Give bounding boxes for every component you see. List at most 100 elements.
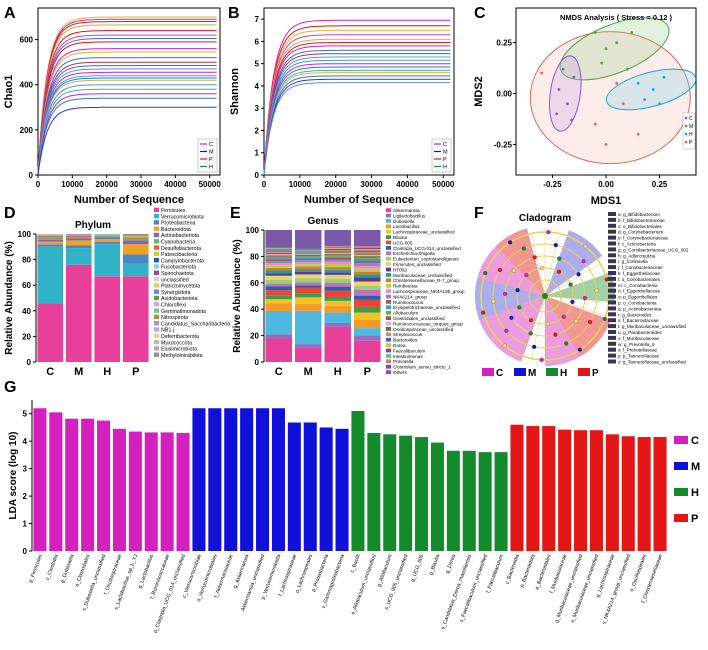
clade-node xyxy=(568,282,573,287)
legend-swatch xyxy=(608,253,616,258)
data-point-h xyxy=(636,81,640,85)
legend-label: Bacteroides xyxy=(393,338,418,343)
lda-bar-m xyxy=(271,408,285,551)
x-tick-label: 30000 xyxy=(360,180,383,189)
chart-title: NMDS Analysis ( Stress = 0.12 ) xyxy=(560,13,673,22)
legend-label: a: g_Bifidobacterium xyxy=(618,212,660,217)
rarefaction-curve xyxy=(37,106,217,176)
x-tick-label: -0.25 xyxy=(543,180,562,189)
bar-segment xyxy=(294,249,322,251)
clade-branch xyxy=(544,295,583,348)
rarefaction-curve xyxy=(263,75,451,176)
panel-letter-d: D xyxy=(4,205,16,222)
bar-segment xyxy=(294,264,322,267)
bar-segment xyxy=(324,278,352,283)
data-point-c xyxy=(557,88,561,91)
y-tick-label: -0.25 xyxy=(494,140,513,149)
bar-segment xyxy=(353,295,381,300)
bar-segment xyxy=(294,230,322,249)
bar-segment xyxy=(265,279,293,284)
clade-node xyxy=(532,344,537,350)
legend-label: Ruminococcus xyxy=(393,300,424,305)
bar-segment xyxy=(265,251,293,253)
clade-branch xyxy=(544,295,606,316)
lda-bar-h xyxy=(494,452,508,551)
x-tick-label: 40000 xyxy=(164,180,187,189)
bar-segment xyxy=(265,248,293,249)
bar-segment xyxy=(294,287,322,294)
data-point-p xyxy=(621,102,625,106)
rarefaction-curve xyxy=(263,19,451,176)
lda-bar-c xyxy=(65,418,79,551)
bar-segment xyxy=(265,248,293,250)
legend-swatch xyxy=(154,320,159,326)
y-tick-label: 40 xyxy=(22,307,31,316)
lda-bar-m xyxy=(287,422,301,551)
ellipse-m xyxy=(559,17,670,81)
data-point-m xyxy=(600,61,604,65)
bar-segment xyxy=(37,237,64,239)
bar-segment xyxy=(353,281,381,286)
bar-segment xyxy=(65,235,92,238)
data-point-m xyxy=(626,67,629,71)
group-swatch xyxy=(514,368,526,376)
bar-segment xyxy=(265,334,293,339)
legend-label: C xyxy=(691,435,699,447)
group-label: P xyxy=(592,368,599,379)
bar-segment xyxy=(294,310,322,345)
bar-segment xyxy=(265,275,293,280)
x-tick-label: 50000 xyxy=(432,180,455,189)
data-point-m xyxy=(630,31,634,34)
bar-segment xyxy=(353,245,381,247)
bar-segment xyxy=(122,276,149,362)
y-tick-label: 0 xyxy=(255,358,260,367)
bar-segment xyxy=(294,260,322,263)
lda-bar-h xyxy=(383,434,397,551)
legend-swatch xyxy=(386,229,391,234)
legend-label: Firmicutes_unclassified xyxy=(393,262,441,267)
clade-branch xyxy=(489,295,546,329)
legend-label: HT002 xyxy=(393,267,407,272)
clade-branch xyxy=(518,295,546,355)
bar-segment xyxy=(37,246,64,304)
rarefaction-curve xyxy=(263,53,451,176)
rarefaction-curve xyxy=(37,77,217,176)
legend-swatch xyxy=(674,514,688,522)
lda-bar-c xyxy=(112,428,126,551)
x-tick-label: 0.25 xyxy=(652,180,668,189)
legend-swatch xyxy=(154,339,159,345)
y-tick-label: 1 xyxy=(255,149,260,158)
legend-swatch xyxy=(154,346,159,351)
bar-segment xyxy=(353,335,381,341)
bar-segment xyxy=(353,258,381,262)
bar-segment xyxy=(37,244,64,247)
legend-label: C xyxy=(443,142,447,148)
x-tick-label: 40000 xyxy=(396,180,419,189)
bar-segment xyxy=(265,249,293,251)
data-point-p xyxy=(615,81,619,85)
lda-bar-h xyxy=(446,450,460,551)
y-axis-label: MDS2 xyxy=(473,76,485,107)
bar-segment xyxy=(265,290,293,296)
legend-swatch xyxy=(154,276,159,282)
clade-node xyxy=(594,288,599,293)
legend-swatch xyxy=(386,246,391,250)
x-tick-label: 0.00 xyxy=(598,180,614,189)
rarefaction-curve xyxy=(37,16,217,176)
bar-segment xyxy=(265,311,293,335)
y-tick-label: 0 xyxy=(29,171,34,180)
legend-label: t: g_Muribaculaceae_unclassified xyxy=(618,324,686,329)
legend-label: w: g_Prevotella_9 xyxy=(618,342,655,347)
legend-swatch xyxy=(608,229,616,234)
legend-label: r: g_Bacteroides xyxy=(618,312,652,317)
legend-label: b: f_Bifidobacteriaceae xyxy=(618,218,665,223)
legend-label: Romboutsia xyxy=(393,284,418,289)
bar-segment xyxy=(353,246,381,247)
legend-swatch xyxy=(608,276,616,281)
lda-bar-p xyxy=(605,434,619,551)
y-tick-label: 2 xyxy=(23,492,28,501)
legend-label: Elusimicrobiota xyxy=(161,347,197,353)
legend-swatch xyxy=(684,124,688,128)
bar-segment xyxy=(324,248,352,249)
bar-segment xyxy=(294,250,322,252)
